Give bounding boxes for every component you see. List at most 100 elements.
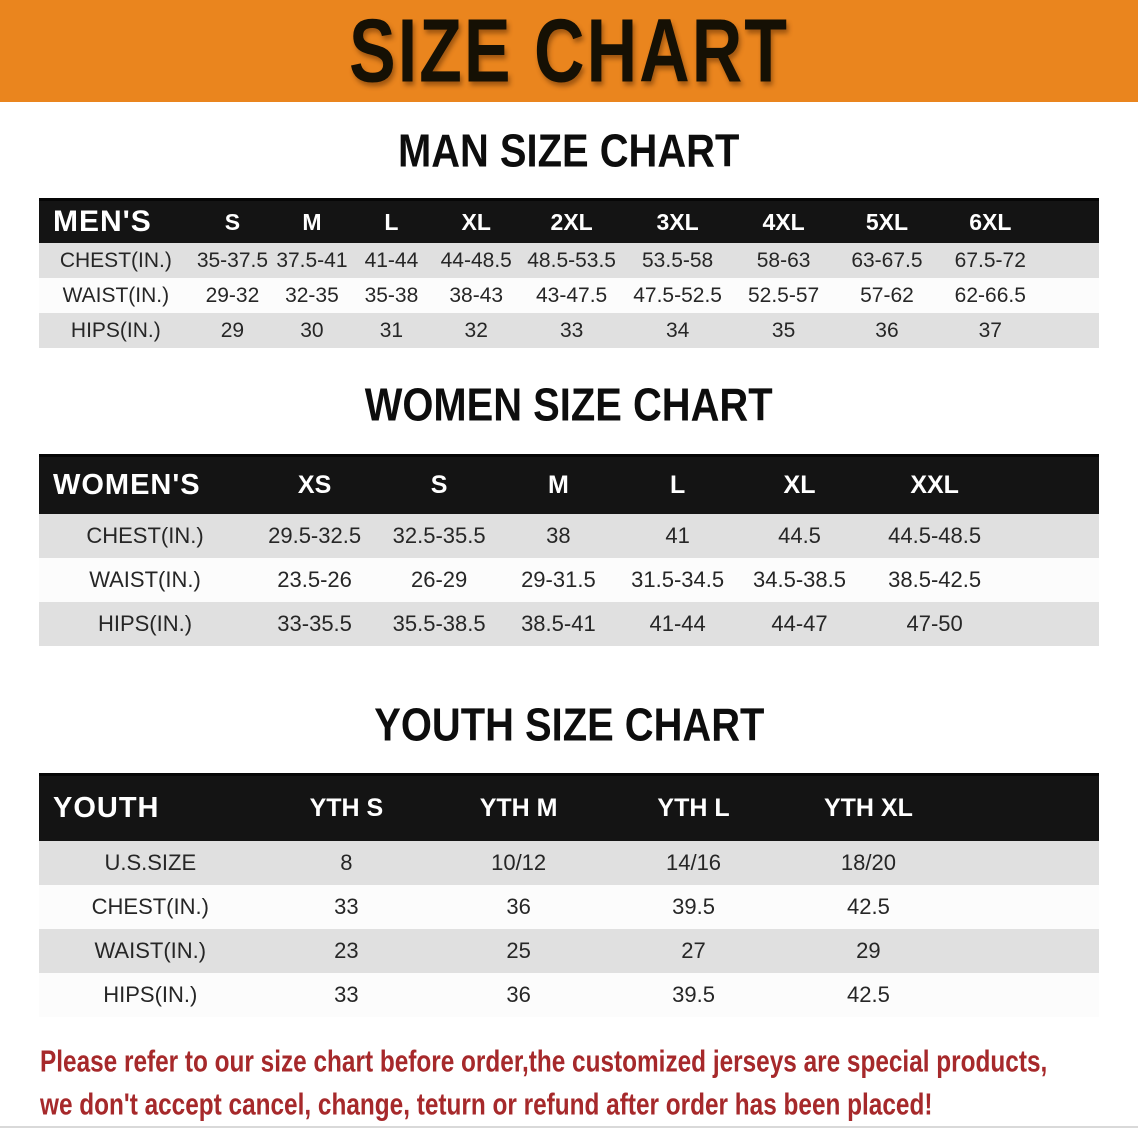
measurement-row: WAIST(IN.) 29-32 32-35 35-38 38-43 43-47.5 47.… xyxy=(39,278,1099,313)
size-value-cell: 35-38 xyxy=(364,283,419,307)
measurement-row: HIPS(IN.) 33-35.5 35.5-38.5 38.5-41 41-44 44-… xyxy=(39,602,1099,646)
size-value-cell: 44-48.5 xyxy=(440,248,512,272)
measurement-row-label: WAIST(IN.) xyxy=(89,567,201,592)
size-value-cell: 10/12 xyxy=(491,850,547,875)
measurement-row: CHEST(IN.) 33 36 39.5 42.5 xyxy=(39,885,1099,929)
size-value-cell: 33-35.5 xyxy=(277,611,352,636)
size-value-cell: 29-32 xyxy=(205,283,260,307)
size-column-header: 4XL xyxy=(733,198,834,243)
size-value-cell: 63-67.5 xyxy=(851,248,923,272)
size-value-cell: 34.5-38.5 xyxy=(753,567,846,592)
size-column-header: XL xyxy=(738,454,861,514)
measurement-row-label: HIPS(IN.) xyxy=(70,318,161,342)
men-section-heading: MAN SIZE CHART xyxy=(0,124,1138,177)
size-value-cell: 53.5-58 xyxy=(642,248,714,272)
size-value-cell: 35 xyxy=(771,318,796,342)
measurement-row: U.S.SIZE 8 10/12 14/16 18/20 xyxy=(39,841,1099,885)
size-value-cell: 36 xyxy=(875,318,899,342)
size-column-header: YTH XL xyxy=(780,773,956,841)
size-column-header: 3XL xyxy=(621,198,734,243)
size-value-cell: 23 xyxy=(334,938,359,963)
size-value-cell: 38.5-42.5 xyxy=(888,567,982,592)
women-section-heading-text: WOMEN SIZE CHART xyxy=(365,378,773,431)
size-value-cell: 41-44 xyxy=(364,248,419,272)
size-column-header: 2XL xyxy=(521,198,622,243)
men-section-heading-text: MAN SIZE CHART xyxy=(398,124,740,177)
size-value-cell: 57-62 xyxy=(860,283,914,307)
size-value-cell: 29 xyxy=(220,318,245,342)
size-value-cell: 37 xyxy=(978,318,1002,342)
filler-cell xyxy=(1009,514,1099,558)
size-value-cell: 30 xyxy=(300,318,324,342)
size-column-header: YTH L xyxy=(606,773,781,841)
filler-cell xyxy=(1041,243,1099,278)
size-value-cell: 39.5 xyxy=(672,894,715,919)
size-value-cell: 33 xyxy=(559,318,584,342)
size-value-cell: 31.5-34.5 xyxy=(631,567,725,592)
filler-cell xyxy=(1040,198,1099,243)
size-column-header: S xyxy=(378,454,501,514)
size-value-cell: 42.5 xyxy=(847,982,890,1007)
size-value-cell: 38.5-41 xyxy=(521,611,596,636)
size-value-cell: 35-37.5 xyxy=(196,248,269,272)
measurement-row: CHEST(IN.) 35-37.5 37.5-41 41-44 44-48.5 48.5… xyxy=(39,243,1099,278)
size-value-cell: 47.5-52.5 xyxy=(633,283,722,307)
size-value-cell: 43-47.5 xyxy=(536,283,608,307)
size-column-header: YTH M xyxy=(431,773,607,841)
filler-cell xyxy=(956,973,1099,1017)
women-size-table: WOMEN'S XS S M L XL XXL CHEST(IN.) 29.5-32.5 32.5… xyxy=(39,454,1099,646)
size-value-cell: 44.5-48.5 xyxy=(888,523,982,548)
size-value-cell: 41 xyxy=(665,523,690,548)
table-group-label: YOUTH xyxy=(39,773,262,841)
size-column-header: XL xyxy=(431,198,522,243)
size-value-cell: 47-50 xyxy=(906,611,963,636)
size-value-cell: 35.5-38.5 xyxy=(392,611,486,636)
size-column-header: L xyxy=(351,198,432,243)
size-column-header: 6XL xyxy=(939,198,1041,243)
measurement-row-label: HIPS(IN.) xyxy=(97,611,193,636)
filler-cell xyxy=(1009,558,1099,602)
women-section-heading: WOMEN SIZE CHART xyxy=(0,378,1138,431)
size-value-cell: 37.5-41 xyxy=(276,248,348,272)
size-value-cell: 48.5-53.5 xyxy=(527,248,616,272)
size-value-cell: 52.5-57 xyxy=(747,283,820,307)
women-section-heading-wrap: WOMEN SIZE CHART xyxy=(0,348,1138,431)
measurement-row: WAIST(IN.) 23 25 27 29 xyxy=(39,929,1099,973)
filler-cell xyxy=(956,929,1099,973)
measurement-row-label: WAIST(IN.) xyxy=(94,938,207,963)
measurement-row-label: U.S.SIZE xyxy=(104,850,197,875)
men-section-heading-wrap: MAN SIZE CHART xyxy=(0,102,1138,177)
size-value-cell: 25 xyxy=(506,938,531,963)
filler-cell xyxy=(1041,278,1099,313)
disclaimer-line-1: Please refer to our size chart before or… xyxy=(40,1045,1048,1079)
men-table-wrap: MEN'S S M L XL 2XL 3XL 4XL 5XL 6XL CHEST(IN.) 35-37… xyxy=(0,174,1138,348)
size-column-header: 5XL xyxy=(833,198,940,243)
measurement-row-label: CHEST(IN.) xyxy=(59,248,172,272)
measurement-row: HIPS(IN.) 29 30 31 32 33 34 35 36 37 xyxy=(39,313,1099,348)
measurement-row: HIPS(IN.) 33 36 39.5 42.5 xyxy=(39,973,1099,1017)
youth-section-heading-text: YOUTH SIZE CHART xyxy=(373,698,765,751)
bottom-divider xyxy=(0,1126,1138,1128)
size-column-header: M xyxy=(272,198,352,243)
size-value-cell: 18/20 xyxy=(840,850,896,875)
size-value-cell: 36 xyxy=(506,894,531,919)
filler-cell xyxy=(955,773,1099,841)
men-size-table: MEN'S S M L XL 2XL 3XL 4XL 5XL 6XL CHEST(IN.) 35-37… xyxy=(39,198,1099,348)
measurement-row: CHEST(IN.) 29.5-32.5 32.5-35.5 38 41 44.5 44.5… xyxy=(39,514,1099,558)
women-table-wrap: WOMEN'S XS S M L XL XXL CHEST(IN.) 29.5-32.5 32.5… xyxy=(0,428,1138,646)
youth-table-wrap: YOUTH YTH S YTH M YTH L YTH XL U.S.SIZE 8 10/12… xyxy=(0,748,1138,1017)
filler-cell xyxy=(1041,313,1099,348)
size-value-cell: 38 xyxy=(546,523,571,548)
size-value-cell: 67.5-72 xyxy=(954,248,1026,272)
size-value-cell: 38-43 xyxy=(449,283,504,307)
size-value-cell: 8 xyxy=(340,850,353,875)
filler-cell xyxy=(1008,454,1099,514)
disclaimer-line-2: we don't accept cancel, change, teturn o… xyxy=(40,1088,933,1122)
size-value-cell: 44.5 xyxy=(778,523,821,548)
size-value-cell: 26-29 xyxy=(410,567,468,592)
size-column-header: S xyxy=(192,198,273,243)
measurement-row: WAIST(IN.) 23.5-26 26-29 29-31.5 31.5-34.5 34… xyxy=(39,558,1099,602)
youth-section-heading: YOUTH SIZE CHART xyxy=(0,698,1138,751)
filler-cell xyxy=(956,885,1099,929)
size-value-cell: 42.5 xyxy=(847,894,890,919)
